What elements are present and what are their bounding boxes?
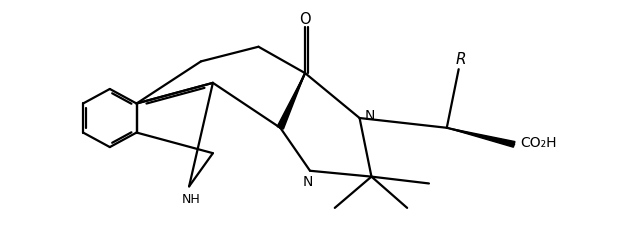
Polygon shape [447,128,515,147]
Text: NH: NH [181,193,201,206]
Text: N: N [303,175,313,189]
Polygon shape [277,73,305,129]
Text: CO₂H: CO₂H [521,136,557,150]
Text: R: R [456,52,467,67]
Text: O: O [299,12,311,27]
Text: N: N [365,109,375,123]
